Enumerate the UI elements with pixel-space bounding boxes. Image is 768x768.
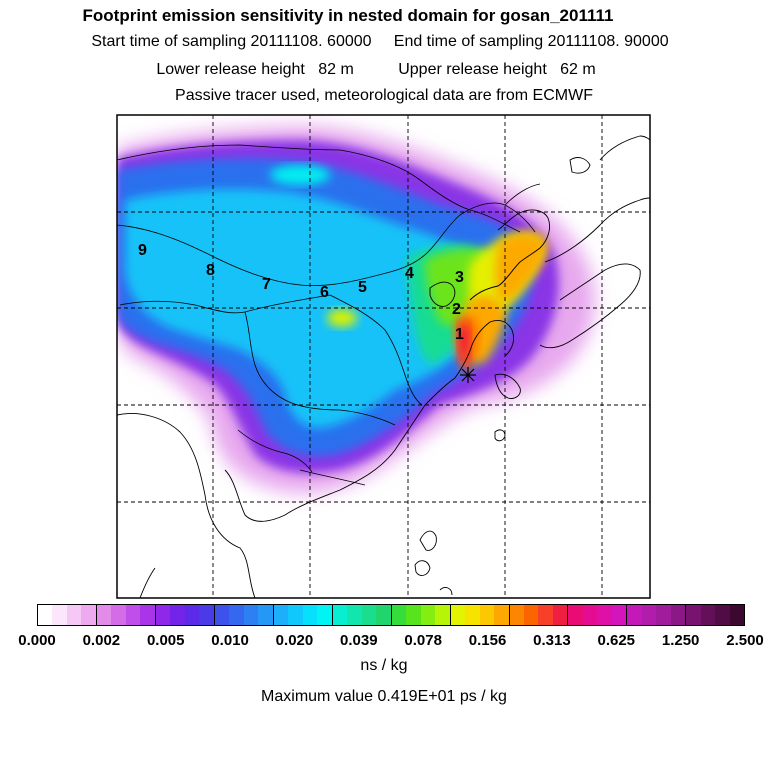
colorbar-segment [347, 605, 362, 625]
colorbar-segment [494, 605, 510, 625]
colorbar-tick-label: 0.005 [146, 632, 185, 649]
map-frame [116, 114, 651, 599]
region-label-7: 7 [262, 276, 271, 293]
colorbar-segment [184, 605, 200, 625]
colorbar-segment [376, 605, 392, 625]
colorbar-segment [700, 605, 716, 625]
colorbar-tick-label: 0.313 [533, 632, 571, 649]
colorbar-unit: ns / kg [360, 657, 408, 674]
colorbar-segment [509, 605, 524, 625]
colorbar-segment [406, 605, 421, 625]
maximum-value: Maximum value 0.419E+01 ps / kg [261, 688, 507, 705]
colorbar-tick-label: 0.000 [18, 632, 56, 649]
colorbar-segment [450, 605, 466, 625]
colorbar-segment [66, 605, 82, 625]
colorbar-segment [435, 605, 451, 625]
colorbar-segment [317, 605, 333, 625]
coastlines [117, 135, 650, 598]
colorbar-segment [597, 605, 612, 625]
region-label-8: 8 [206, 262, 215, 279]
sensitivity-field [117, 126, 595, 494]
colorbar-segment [715, 605, 730, 625]
colorbar-tick-label: 0.002 [82, 632, 121, 649]
colorbar-tick-label: 2.500 [726, 632, 764, 649]
colorbar-segment [729, 605, 745, 625]
colorbar-segment [38, 605, 53, 625]
data-source: Passive tracer used, meteorological data… [175, 87, 593, 104]
colorbar-segment [479, 605, 495, 625]
colorbar-segment [332, 605, 348, 625]
colorbar-segment [582, 605, 598, 625]
colorbar-segment [140, 605, 156, 625]
colorbar-segment [361, 605, 377, 625]
grid-lines [117, 115, 650, 598]
colorbar-segment [52, 605, 67, 625]
footprint-map: 1 2 3 4 5 6 7 8 9 [116, 114, 651, 599]
colorbar-tick-label: 0.156 [468, 632, 507, 649]
colorbar-segment [656, 605, 671, 625]
colorbar-segment [420, 605, 436, 625]
colorbar-segment [170, 605, 185, 625]
region-label-3: 3 [455, 269, 464, 286]
colorbar-segment [670, 605, 687, 625]
colorbar-segment [611, 605, 628, 625]
colorbar [37, 604, 745, 626]
colorbar-segment [229, 605, 244, 625]
region-labels: 1 2 3 4 5 6 7 8 9 [138, 242, 464, 343]
region-label-9: 9 [138, 242, 147, 259]
region-label-1: 1 [455, 326, 464, 343]
country-borders [117, 144, 541, 486]
colorbar-segment [81, 605, 97, 625]
colorbar-segment [302, 605, 318, 625]
colorbar-segment [288, 605, 303, 625]
colorbar-segment [686, 605, 701, 625]
colorbar-segment [641, 605, 657, 625]
colorbar-segment [125, 605, 141, 625]
colorbar-segment [96, 605, 112, 625]
colorbar-segment [538, 605, 553, 625]
colorbar-segment [273, 605, 289, 625]
colorbar-segment [568, 605, 583, 625]
receptor-marker [460, 367, 476, 383]
colorbar-segment [258, 605, 274, 625]
plot-title: Footprint emission sensitivity in nested… [82, 6, 614, 25]
colorbar-segment [627, 605, 642, 625]
colorbar-tick-label: 0.010 [211, 632, 249, 649]
colorbar-segment [523, 605, 539, 625]
colorbar-segment [111, 605, 126, 625]
colorbar-tick-label: 0.020 [275, 632, 314, 649]
colorbar-tick-label: 0.039 [340, 632, 378, 649]
region-label-5: 5 [358, 279, 367, 296]
region-label-6: 6 [320, 284, 329, 301]
colorbar-segment [552, 605, 569, 625]
sampling-time: Start time of sampling 20111108. 60000 E… [91, 33, 669, 50]
colorbar-segment [199, 605, 215, 625]
colorbar-segment [155, 605, 171, 625]
colorbar-tick-label: 1.250 [661, 632, 700, 649]
release-height: Lower release height 82 m Upper release … [156, 61, 596, 78]
region-label-2: 2 [452, 301, 461, 318]
region-label-4: 4 [405, 265, 414, 282]
colorbar-tick-label: 0.078 [404, 632, 442, 649]
colorbar-tick-label: 0.625 [597, 632, 636, 649]
colorbar-segment [391, 605, 407, 625]
colorbar-segment [465, 605, 480, 625]
colorbar-segment [243, 605, 259, 625]
colorbar-segment [214, 605, 230, 625]
